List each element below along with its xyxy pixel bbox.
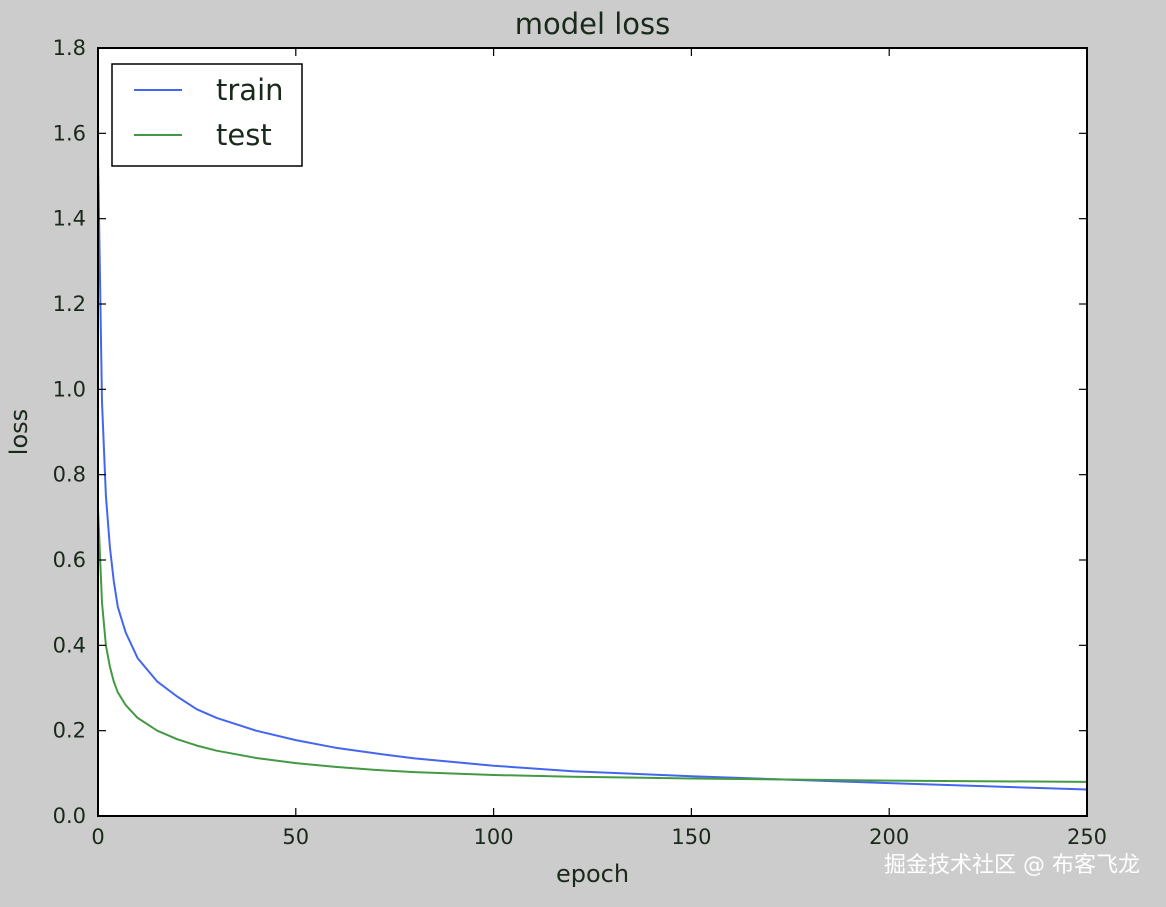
y-tick-label: 1.2	[53, 292, 86, 316]
x-tick-label: 200	[869, 825, 909, 849]
y-tick-label: 0.2	[53, 719, 86, 743]
series-line-test	[97, 508, 1088, 783]
x-tick-label: 50	[282, 825, 309, 849]
x-axis-title: epoch	[556, 860, 629, 888]
plot-frame	[97, 47, 1088, 817]
watermark: 掘金技术社区 @ 布客飞龙	[884, 853, 1140, 878]
x-tick-label: 150	[671, 825, 711, 849]
series-line-train	[97, 154, 1088, 791]
y-tick-label: 1.0	[53, 377, 86, 401]
legend: train test	[111, 63, 303, 167]
series-layer	[97, 154, 1088, 791]
legend-label-test: test	[216, 118, 272, 152]
y-tick-label: 1.6	[53, 121, 86, 145]
y-tick-label: 0.6	[53, 548, 86, 572]
x-tick-label: 250	[1067, 825, 1107, 849]
y-tick-label: 0.4	[53, 633, 86, 657]
plot-area	[98, 48, 1087, 816]
ticks-layer: 0 50 100 150 200 250 0.0 0.2 0.4 0.6 0.8 1.0 1.2 1.4 1…	[53, 36, 1107, 849]
y-tick-label: 0.8	[53, 463, 86, 487]
legend-label-train: train	[216, 73, 284, 107]
y-tick-label: 1.4	[53, 207, 86, 231]
x-tick-label: 100	[474, 825, 514, 849]
y-tick-label: 0.0	[53, 804, 86, 828]
x-tick-label: 0	[91, 825, 104, 849]
y-tick-label: 1.8	[53, 36, 86, 60]
y-axis-title: loss	[5, 409, 33, 455]
chart-title: model loss	[515, 7, 671, 41]
legend-box	[111, 63, 303, 167]
